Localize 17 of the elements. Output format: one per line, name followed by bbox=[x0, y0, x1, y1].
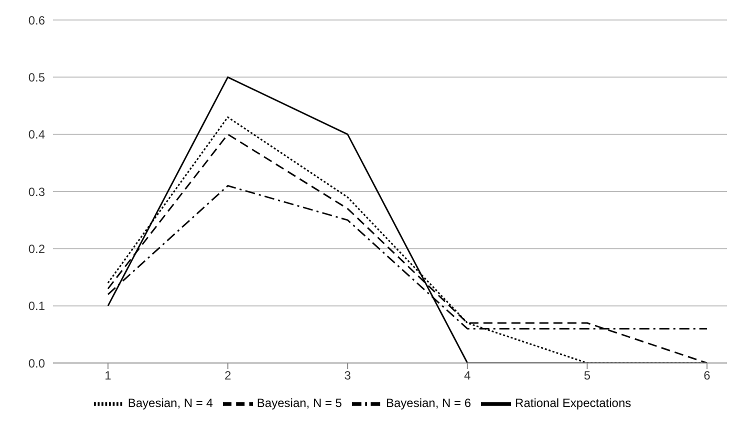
legend-label: Bayesian, N = 5 bbox=[256, 396, 342, 410]
y-tick-label: 0.0 bbox=[28, 356, 46, 370]
legend-label: Bayesian, N = 6 bbox=[386, 396, 472, 410]
x-tick-label: 2 bbox=[224, 368, 232, 383]
y-tick-label: 0.3 bbox=[28, 184, 46, 199]
y-tick-label: 0.5 bbox=[28, 70, 46, 84]
y-tick-label: 0.2 bbox=[28, 242, 46, 256]
x-tick-label: 1 bbox=[104, 368, 112, 383]
x-tick-label: 3 bbox=[344, 368, 352, 383]
x-tick-label: 5 bbox=[584, 368, 591, 383]
x-tick-label: 4 bbox=[464, 368, 472, 383]
x-tick-label: 6 bbox=[704, 368, 711, 383]
y-tick-label: 0.1 bbox=[28, 299, 46, 314]
y-tick-label: 0.4 bbox=[28, 128, 46, 142]
legend-label: Bayesian, N = 4 bbox=[128, 396, 213, 410]
y-tick-label: 0.6 bbox=[28, 13, 46, 28]
legend-label: Rational Expectations bbox=[515, 396, 632, 410]
